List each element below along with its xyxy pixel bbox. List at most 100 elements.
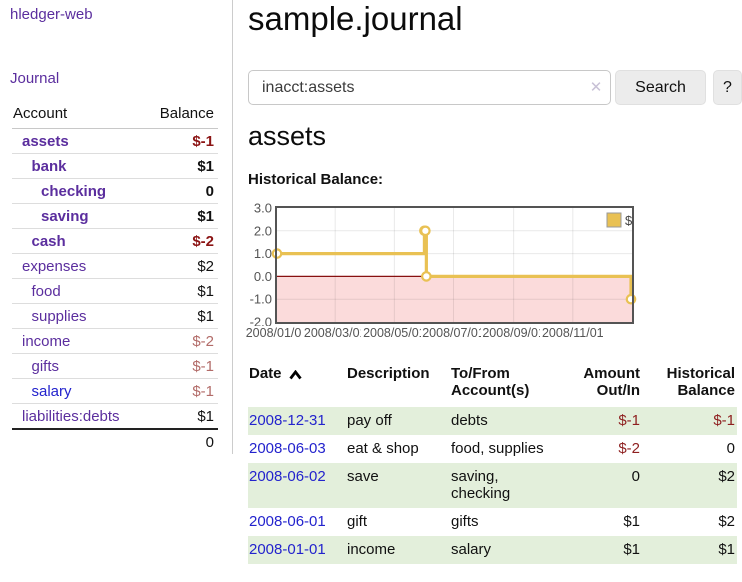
- app-brand-link[interactable]: hledger-web: [10, 6, 93, 23]
- transaction-date-link[interactable]: 2008-06-01: [249, 513, 326, 530]
- date-header-label: Date: [249, 365, 282, 382]
- chart-canvas: $3.0 2.0 1.0 0.0 -1.0 -2.0: [250, 201, 637, 330]
- transaction-description: gift: [347, 513, 368, 530]
- accounts-balance-table: Account Balance assets $-1 bank $1 checking 0…: [12, 102, 218, 454]
- balance-column-header: Historical Balance: [666, 365, 735, 399]
- sidebar-item-journal[interactable]: Journal: [10, 70, 60, 87]
- account-row: supplies $1: [12, 303, 218, 329]
- account-balance: $1: [144, 303, 218, 329]
- account-balance: $-1: [144, 378, 218, 404]
- transaction-row: 2008-12-31 pay off debts $-1 $-1: [248, 407, 737, 435]
- account-link-liabilities-debts[interactable]: liabilities:debts: [22, 408, 120, 425]
- account-link-income[interactable]: income: [22, 333, 71, 350]
- accounts-total-balance: 0: [144, 428, 218, 454]
- x-axis-tick-label: 2008/11/01: [539, 326, 606, 340]
- account-link-assets[interactable]: assets: [22, 133, 69, 150]
- account-link-gifts[interactable]: gifts: [31, 358, 60, 375]
- account-balance: $-2: [144, 328, 218, 354]
- transaction-row: 2008-06-03 eat & shop food, supplies $-2 0: [248, 435, 737, 463]
- account-link-checking[interactable]: checking: [41, 183, 107, 200]
- legend-swatch: [606, 212, 622, 228]
- page-title: sample.journal: [248, 0, 463, 37]
- account-link-expenses[interactable]: expenses: [22, 258, 87, 275]
- transaction-description: pay off: [347, 412, 392, 429]
- historical-balance-chart: $3.0 2.0 1.0 0.0 -1.0 -2.0 2008/01/01 2008/03/0…: [244, 200, 742, 345]
- y-axis-tick-label: -2.0: [250, 315, 272, 330]
- y-axis-tick-label: -1.0: [250, 292, 272, 307]
- transaction-balance: $2: [718, 513, 735, 530]
- data-point-marker: [420, 225, 431, 237]
- account-link-salary[interactable]: salary: [31, 383, 72, 400]
- transaction-accounts: food, supplies: [451, 440, 544, 457]
- account-row: saving $1: [12, 203, 218, 229]
- transaction-balance: 0: [726, 440, 735, 457]
- amount-column-header: Amount Out/In: [583, 365, 640, 399]
- account-row: food $1: [12, 278, 218, 304]
- account-link-food[interactable]: food: [31, 283, 61, 300]
- transaction-accounts: gifts: [451, 513, 479, 530]
- help-button[interactable]: ?: [713, 70, 742, 105]
- x-axis-tick-label: 2008/09/01: [480, 326, 547, 340]
- transaction-description: eat & shop: [347, 440, 419, 457]
- transaction-balance: $1: [718, 541, 735, 558]
- accounts-header-account: Account: [12, 102, 145, 129]
- search-button[interactable]: Search: [615, 70, 706, 105]
- transaction-date-link[interactable]: 2008-12-31: [249, 412, 326, 429]
- total-spacer: [12, 428, 145, 454]
- search-form: ✕ Search ?: [248, 70, 742, 105]
- y-axis-tick-label: 2.0: [254, 223, 272, 238]
- search-input[interactable]: [248, 70, 611, 105]
- transaction-amount: $-2: [618, 440, 640, 457]
- account-link-cash[interactable]: cash: [31, 233, 66, 250]
- account-row: expenses $2: [12, 253, 218, 279]
- account-row: liabilities:debts $1: [12, 403, 218, 429]
- transaction-amount: $-1: [618, 412, 640, 429]
- account-row: salary $-1: [12, 378, 218, 404]
- accounts-table-header-row: Account Balance: [12, 102, 218, 129]
- transaction-accounts: debts: [451, 412, 488, 429]
- main-content: sample.journal ✕ Search ? assets Histori…: [244, 0, 742, 582]
- transaction-amount: $1: [623, 541, 640, 558]
- account-row: checking 0: [12, 178, 218, 204]
- accounts-total-row: 0: [12, 428, 218, 454]
- transaction-description: income: [347, 541, 396, 558]
- account-row: assets $-1: [12, 129, 218, 154]
- y-axis-tick-label: 1.0: [254, 246, 272, 261]
- transaction-amount: $1: [623, 513, 640, 530]
- chart-title: Historical Balance:: [248, 171, 384, 188]
- transaction-accounts: salary: [451, 541, 492, 558]
- transactions-table: Date Description To/From Account(s) Amou…: [248, 361, 737, 564]
- clear-search-icon[interactable]: ✕: [589, 79, 603, 96]
- account-link-bank[interactable]: bank: [31, 158, 67, 175]
- account-balance: $1: [144, 153, 218, 179]
- transaction-row: 2008-01-01 income salary $1 $1: [248, 536, 737, 564]
- accounts-header-balance: Balance: [144, 102, 218, 129]
- y-axis-tick-label: 3.0: [254, 201, 272, 216]
- account-balance: $1: [144, 278, 218, 304]
- date-column-header[interactable]: Date: [248, 361, 346, 407]
- account-balance: $-1: [192, 133, 214, 150]
- account-balance: $-2: [144, 228, 218, 254]
- account-row: income $-2: [12, 328, 218, 354]
- account-row: gifts $-1: [12, 353, 218, 379]
- account-heading: assets: [248, 121, 327, 151]
- accounts-column-header: To/From Account(s): [451, 365, 530, 399]
- legend-label: $: [625, 213, 633, 228]
- description-column-header: Description: [347, 365, 430, 382]
- negative-region: [277, 276, 632, 322]
- account-balance: 0: [144, 178, 218, 204]
- x-axis-tick-label: 2008/05/01: [361, 326, 428, 340]
- x-axis-tick-label: 2008/07/01: [420, 326, 487, 340]
- transaction-balance: $-1: [713, 412, 735, 429]
- y-axis-tick-label: 0.0: [254, 269, 272, 284]
- account-link-supplies[interactable]: supplies: [31, 308, 87, 325]
- transaction-date-link[interactable]: 2008-06-02: [249, 468, 326, 485]
- account-balance: $1: [144, 403, 218, 429]
- transaction-date-link[interactable]: 2008-01-01: [249, 541, 326, 558]
- transaction-date-link[interactable]: 2008-06-03: [249, 440, 326, 457]
- account-link-saving[interactable]: saving: [41, 208, 89, 225]
- transaction-row: 2008-06-01 gift gifts $1 $2: [248, 508, 737, 536]
- account-balance: $1: [144, 203, 218, 229]
- transaction-row: 2008-06-02 save saving, checking 0 $2: [248, 463, 737, 508]
- account-balance: $2: [144, 253, 218, 279]
